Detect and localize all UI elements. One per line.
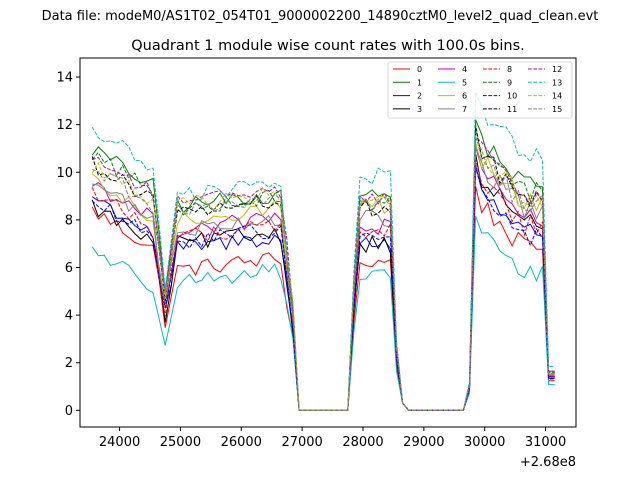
legend-label-8: 8	[507, 65, 512, 74]
x-offset-label: +2.68e8	[520, 455, 576, 470]
chart-title: Quadrant 1 module wise count rates with …	[131, 38, 525, 54]
plot-frame	[79, 57, 577, 428]
y-tick-label: 10	[56, 166, 73, 181]
y-tick-label: 2	[65, 356, 73, 371]
x-tick-label: 29000	[403, 435, 444, 450]
y-tick-label: 12	[56, 118, 73, 133]
y-tick-label: 4	[65, 309, 73, 324]
legend-label-15: 15	[552, 105, 562, 114]
legend-box	[387, 61, 573, 119]
x-tick-label: 26000	[221, 435, 262, 450]
y-tick-label: 8	[65, 213, 73, 228]
legend-label-6: 6	[462, 92, 467, 101]
legend-label-13: 13	[552, 78, 562, 87]
x-tick-label: 30000	[464, 435, 505, 450]
y-tick-label: 14	[56, 71, 73, 86]
legend-label-1: 1	[417, 78, 422, 87]
x-tick-label: 27000	[281, 435, 322, 450]
legend-label-9: 9	[507, 78, 512, 87]
legend-label-7: 7	[462, 105, 467, 114]
plot-lines	[91, 91, 555, 411]
legend-label-5: 5	[462, 78, 467, 87]
legend-label-12: 12	[552, 65, 562, 74]
legend-label-2: 2	[417, 92, 422, 101]
y-tick-label: 0	[65, 404, 73, 419]
legend-label-0: 0	[417, 65, 422, 74]
legend-label-11: 11	[507, 105, 517, 114]
legend-label-3: 3	[417, 105, 422, 114]
legend-label-10: 10	[507, 92, 517, 101]
x-tick-label: 31000	[525, 435, 566, 450]
y-tick-label: 6	[65, 261, 73, 276]
legend-label-4: 4	[462, 65, 467, 74]
legend-label-14: 14	[552, 92, 562, 101]
figure-suptitle: Data file: modeM0/AS1T02_054T01_90000022…	[42, 9, 599, 24]
x-tick-label: 28000	[342, 435, 383, 450]
y-axis: 0 2 4 6 8 10 12 14	[56, 71, 80, 419]
x-tick-label: 25000	[160, 435, 201, 450]
x-axis: 24000 25000 26000 27000 28000 29000 30000 31000	[99, 427, 566, 450]
series-line-15	[92, 137, 555, 411]
x-tick-label: 24000	[99, 435, 140, 450]
